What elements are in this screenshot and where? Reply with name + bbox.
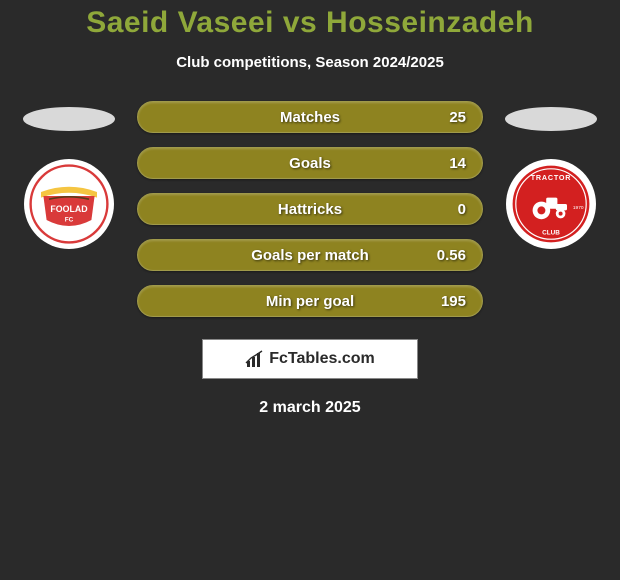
foolad-fc-logo-svg: FOOLAD FC (29, 164, 109, 244)
subtitle: Club competitions, Season 2024/2025 (0, 54, 620, 71)
tractor-club-logo: TRACTOR CLUB 1970 (506, 159, 596, 249)
stat-value: 195 (441, 286, 466, 318)
stat-value: 14 (449, 148, 466, 180)
svg-text:FOOLAD: FOOLAD (50, 204, 87, 214)
stats-bars: Matches 25 Goals 14 Hattricks 0 Goals pe… (137, 101, 483, 317)
stat-label: Goals per match (138, 240, 482, 272)
brand-text: FcTables.com (269, 350, 375, 368)
stat-bar-min-per-goal: Min per goal 195 (137, 285, 483, 317)
right-player-column: TRACTOR CLUB 1970 (501, 101, 601, 249)
stat-value: 0 (458, 194, 466, 226)
stat-value: 25 (449, 102, 466, 134)
date-label: 2 march 2025 (0, 399, 620, 417)
tractor-club-logo-svg: TRACTOR CLUB 1970 (511, 164, 591, 244)
comparison-body: FOOLAD FC Matches 25 Goals 14 Hattricks … (0, 101, 620, 317)
brand-attribution: FcTables.com (202, 339, 418, 379)
page-title: Saeid Vaseei vs Hosseinzadeh (0, 6, 620, 40)
stat-label: Goals (138, 148, 482, 180)
comparison-card: Saeid Vaseei vs Hosseinzadeh Club compet… (0, 0, 620, 417)
svg-text:CLUB: CLUB (542, 229, 560, 236)
stat-value: 0.56 (437, 240, 466, 272)
left-player-column: FOOLAD FC (19, 101, 119, 249)
stat-label: Min per goal (138, 286, 482, 318)
stat-label: Hattricks (138, 194, 482, 226)
foolad-fc-logo: FOOLAD FC (24, 159, 114, 249)
stat-bar-hattricks: Hattricks 0 (137, 193, 483, 225)
svg-text:1970: 1970 (573, 205, 584, 211)
left-player-avatar-placeholder (23, 107, 115, 131)
svg-text:TRACTOR: TRACTOR (531, 173, 572, 182)
stat-bar-goals: Goals 14 (137, 147, 483, 179)
stat-bar-matches: Matches 25 (137, 101, 483, 133)
right-player-avatar-placeholder (505, 107, 597, 131)
svg-text:FC: FC (65, 217, 74, 224)
stat-bar-goals-per-match: Goals per match 0.56 (137, 239, 483, 271)
stat-label: Matches (138, 102, 482, 134)
bar-chart-icon (245, 349, 265, 369)
